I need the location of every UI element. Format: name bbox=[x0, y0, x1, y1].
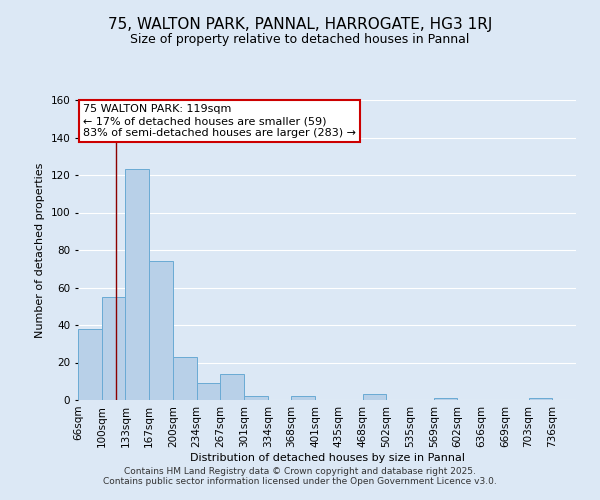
Bar bbox=[149, 261, 173, 400]
Bar bbox=[244, 396, 268, 400]
Bar bbox=[197, 383, 220, 400]
Bar bbox=[362, 394, 386, 400]
Bar bbox=[173, 357, 197, 400]
Bar bbox=[125, 170, 149, 400]
Bar bbox=[78, 329, 102, 400]
Y-axis label: Number of detached properties: Number of detached properties bbox=[35, 162, 45, 338]
Text: Contains HM Land Registry data © Crown copyright and database right 2025.: Contains HM Land Registry data © Crown c… bbox=[124, 467, 476, 476]
Bar bbox=[220, 374, 244, 400]
Text: Size of property relative to detached houses in Pannal: Size of property relative to detached ho… bbox=[130, 32, 470, 46]
Bar bbox=[292, 396, 315, 400]
Bar bbox=[102, 297, 125, 400]
Text: Contains public sector information licensed under the Open Government Licence v3: Contains public sector information licen… bbox=[103, 477, 497, 486]
Text: 75, WALTON PARK, PANNAL, HARROGATE, HG3 1RJ: 75, WALTON PARK, PANNAL, HARROGATE, HG3 … bbox=[108, 18, 492, 32]
X-axis label: Distribution of detached houses by size in Pannal: Distribution of detached houses by size … bbox=[190, 452, 464, 462]
Bar bbox=[529, 398, 552, 400]
Bar bbox=[434, 398, 457, 400]
Text: 75 WALTON PARK: 119sqm
← 17% of detached houses are smaller (59)
83% of semi-det: 75 WALTON PARK: 119sqm ← 17% of detached… bbox=[83, 104, 356, 138]
